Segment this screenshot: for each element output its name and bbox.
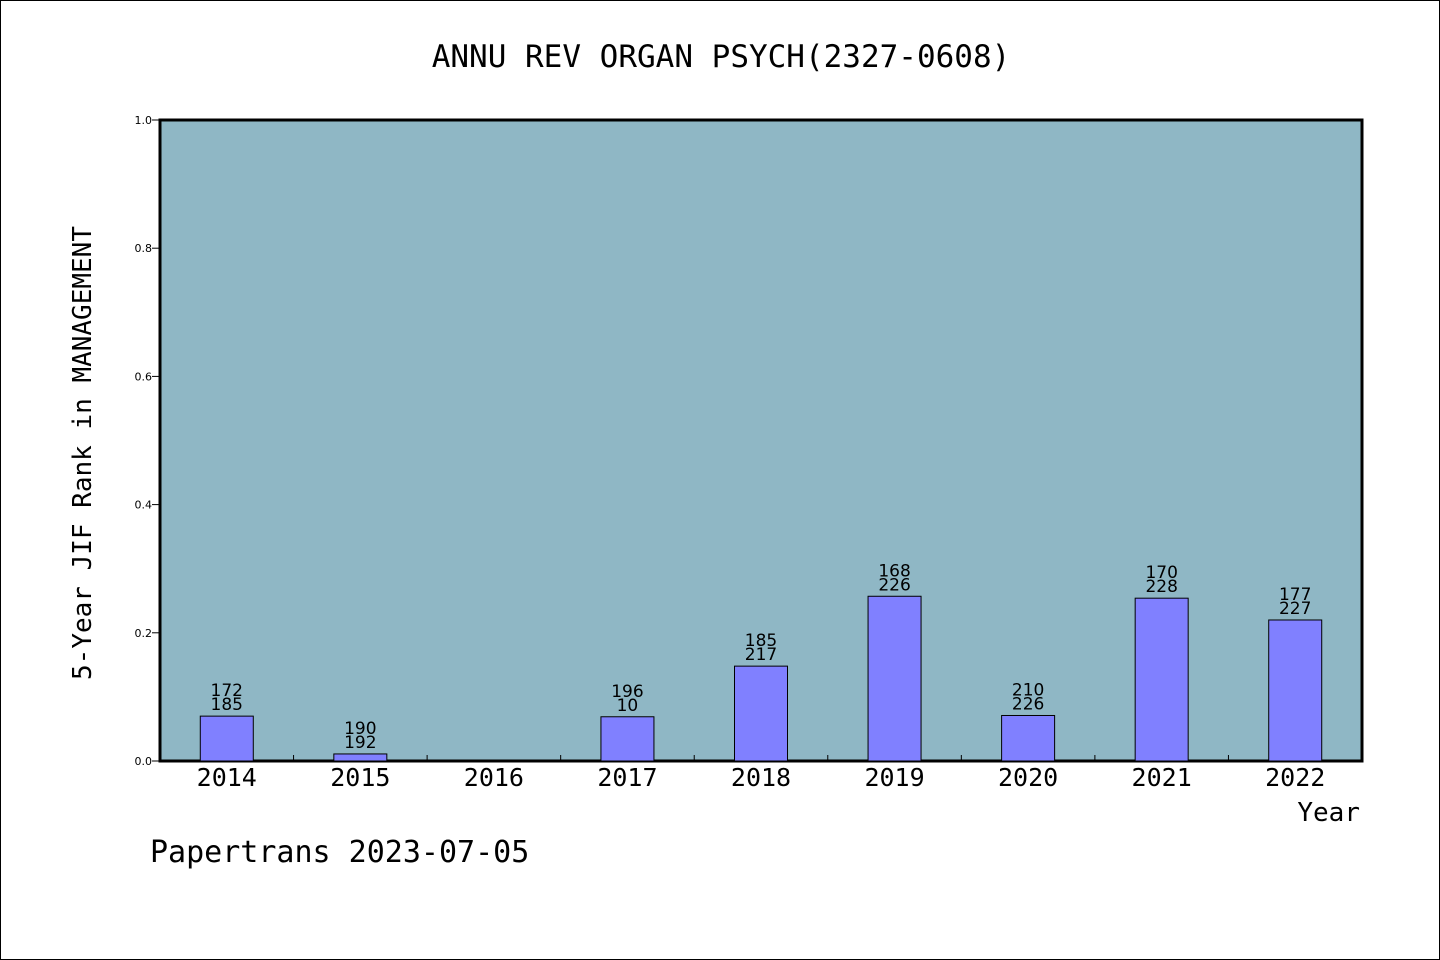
bar-rank-label: 177: [1279, 585, 1311, 605]
bar: [199, 715, 254, 762]
y-tick-label: 1.0: [135, 114, 153, 127]
bar: [1134, 597, 1189, 762]
bar-total-label: 228: [1145, 577, 1177, 597]
bar-total-label: 217: [745, 645, 777, 665]
x-tick-label: 2016: [464, 763, 524, 792]
bar-rank-label: 172: [211, 681, 243, 701]
y-tick-label: 0.2: [135, 627, 153, 640]
bar: [734, 665, 788, 762]
y-tick-label: 0.4: [135, 499, 153, 512]
bar-total-label: 192: [344, 733, 376, 753]
bar-rank-label: 185: [745, 631, 777, 651]
x-tick-label: 2019: [864, 763, 924, 792]
bar-total-label: 226: [878, 575, 910, 595]
bar-total-label: 10: [617, 696, 639, 716]
x-tick-label: 2018: [731, 763, 791, 792]
bar-total-label: 226: [1012, 694, 1044, 714]
footer-credit: Papertrans 2023-07-05: [150, 835, 530, 870]
bar-rank-label: 210: [1012, 680, 1044, 700]
y-axis: 0.0 0.2 0.4 0.6 0.8 1.0: [135, 114, 160, 768]
bar: [867, 595, 922, 762]
x-axis-label: Year: [1297, 798, 1360, 828]
x-axis: 2014 2015 2016 2017 2018 2019 2020 2021 2022: [197, 755, 1325, 792]
bar-total-label: 227: [1279, 599, 1311, 619]
chart-title: ANNU REV ORGAN PSYCH(2327-0608): [432, 39, 1011, 75]
bar-rank-label: 190: [344, 719, 376, 739]
bar-total-label: 185: [211, 695, 243, 715]
x-tick-label: 2015: [330, 763, 390, 792]
y-tick-label: 0.8: [135, 242, 153, 255]
bar: [333, 753, 388, 762]
x-tick-label: 2017: [597, 763, 657, 792]
x-tick-label: 2022: [1265, 763, 1325, 792]
y-tick-label: 0.0: [135, 755, 153, 768]
bar-rank-label: 168: [878, 561, 910, 581]
bar-rank-label: 196: [611, 682, 643, 702]
bar: [1268, 619, 1323, 762]
x-tick-label: 2021: [1132, 763, 1192, 792]
bar: [600, 716, 655, 762]
x-tick-label: 2014: [197, 763, 257, 792]
bar: [1001, 714, 1056, 762]
bar-rank-label: 170: [1145, 563, 1177, 583]
bars-group: 1721851901921961018521716822621022617022…: [199, 561, 1323, 762]
y-tick-label: 0.6: [135, 370, 153, 383]
x-tick-label: 2020: [998, 763, 1058, 792]
y-axis-label: 5-Year JIF Rank in MANAGEMENT: [68, 226, 98, 680]
